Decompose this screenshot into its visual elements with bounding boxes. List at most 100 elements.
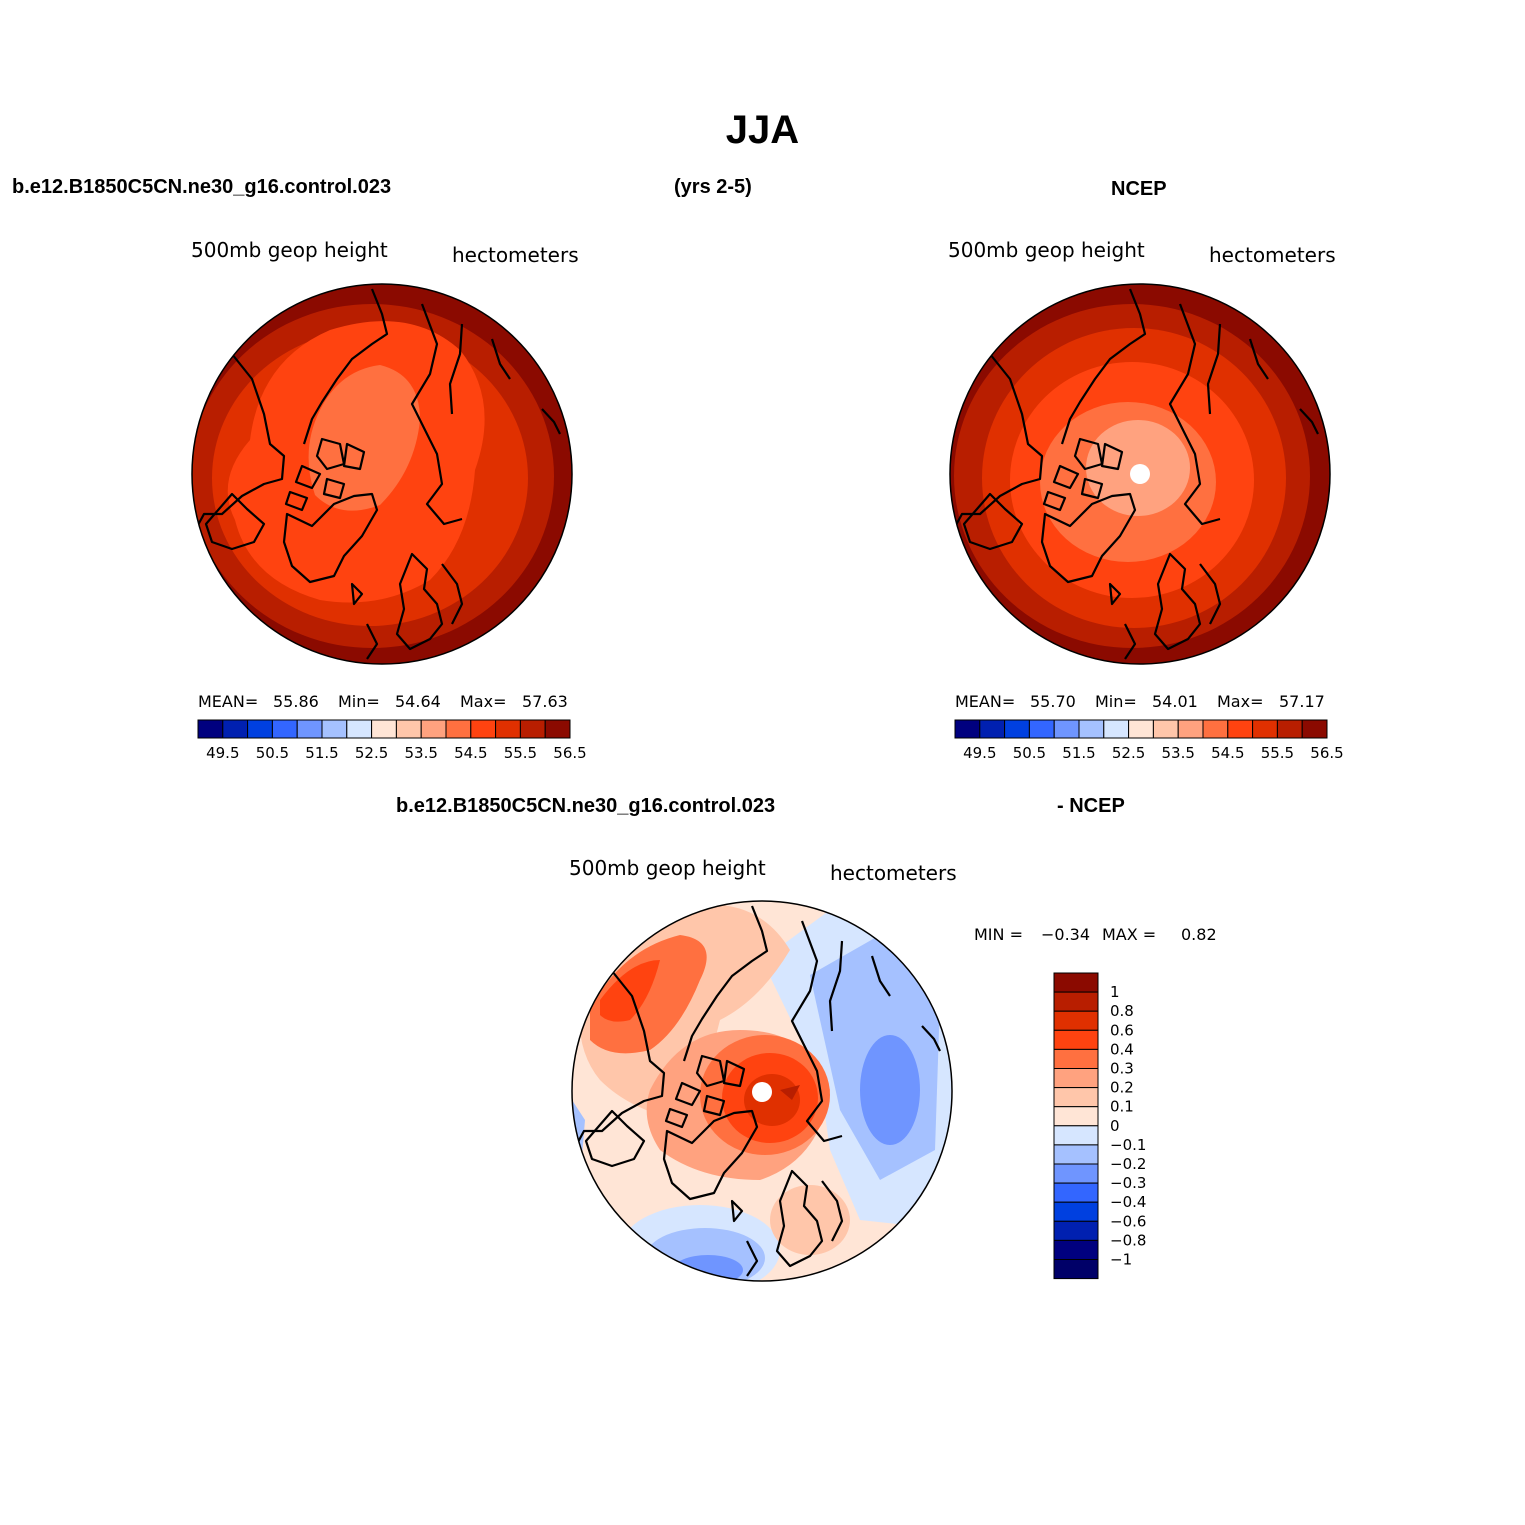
ncep-colorbar-swatch (1004, 719, 1030, 739)
model-colorbar-swatch (544, 719, 571, 739)
difference-colorbar-swatch (1053, 1106, 1099, 1127)
ncep-colorbar-tick-label: 52.5 (1112, 744, 1145, 762)
model-mean-label: MEAN= (198, 692, 259, 711)
model-colorbar-swatch (420, 719, 447, 739)
model-polar-map (191, 283, 573, 665)
ncep-colorbar-swatch (1053, 719, 1080, 739)
ncep-max-value: 57.17 (1279, 692, 1325, 711)
difference-colorbar-tick-label: 0.3 (1110, 1060, 1134, 1078)
pole-missing-marker (1130, 464, 1150, 484)
ncep-colorbar-swatch (1103, 719, 1130, 739)
ncep-max-label: Max= (1217, 692, 1264, 711)
ncep-colorbar-swatch (1028, 719, 1055, 739)
difference-colorbar-tick-label: 0.4 (1110, 1040, 1134, 1058)
model-colorbar-tick-label: 49.5 (206, 744, 239, 762)
model-min-label: Min= (338, 692, 380, 711)
model-colorbar-tick-label: 52.5 (355, 744, 388, 762)
difference-colorbar-tick-label: −0.8 (1110, 1231, 1146, 1249)
model-units-label: hectometers (452, 243, 579, 267)
model-max-value: 57.63 (522, 692, 568, 711)
ncep-colorbar-tick-label: 54.5 (1211, 744, 1244, 762)
ncep-mean-label: MEAN= (955, 692, 1016, 711)
model-variable-label: 500mb geop height (191, 238, 388, 262)
model-colorbar-swatch (197, 719, 224, 739)
difference-colorbar-swatch (1053, 1239, 1099, 1261)
model-colorbar-tick-label: 56.5 (553, 744, 586, 762)
diff-max-value: 0.82 (1181, 925, 1217, 944)
difference-colorbar-tick-label: −0.6 (1110, 1212, 1146, 1230)
years-label: (yrs 2-5) (674, 176, 752, 198)
diff-variable-label: 500mb geop height (569, 856, 766, 880)
model-colorbar-swatch (395, 719, 422, 739)
model-colorbar-swatch (470, 719, 497, 739)
difference-colorbar-tick-label: 0 (1110, 1117, 1120, 1135)
difference-colorbar-tick-label: 0.6 (1110, 1021, 1134, 1039)
ncep-variable-label: 500mb geop height (948, 238, 1145, 262)
ncep-colorbar-tick-label: 56.5 (1310, 744, 1343, 762)
difference-colorbar-tick-label: 0.2 (1110, 1079, 1134, 1097)
ncep-colorbar-swatch (1276, 719, 1303, 739)
ncep-polar-map (949, 283, 1331, 665)
difference-colorbar-tick-label: 1 (1110, 983, 1120, 1001)
ncep-colorbar-swatch (1152, 719, 1179, 739)
difference-colorbar-swatch (1053, 1163, 1099, 1184)
ncep-colorbar-swatch (1301, 719, 1328, 739)
ncep-colorbar-swatch (1177, 719, 1204, 739)
model-colorbar: 49.5 50.5 51.5 52.5 53.5 54.5 55.5 56.5 (197, 719, 587, 762)
diff-min-label: MIN = (974, 925, 1023, 944)
model-colorbar-tick-label: 50.5 (256, 744, 289, 762)
diff-max-label: MAX = (1102, 925, 1157, 944)
difference-colorbar-swatch (1053, 1048, 1099, 1070)
diff-min-value: −0.34 (1041, 925, 1091, 944)
difference-colorbar-swatch (1053, 1182, 1099, 1203)
difference-colorbar-tick-label: −0.2 (1110, 1155, 1146, 1173)
model-colorbar-tick-label: 51.5 (305, 744, 338, 762)
ncep-min-value: 54.01 (1152, 692, 1198, 711)
difference-colorbar-tick-label: 0.1 (1110, 1098, 1134, 1116)
difference-colorbar-swatch (1053, 1029, 1099, 1050)
diff-case-title: b.e12.B1850C5CN.ne30_g16.control.023 (396, 795, 776, 817)
difference-colorbar-swatch (1053, 1068, 1099, 1089)
ncep-colorbar-tick-label: 49.5 (963, 744, 996, 762)
difference-colorbar-swatch (1053, 1220, 1099, 1241)
ncep-mean-value: 55.70 (1030, 692, 1076, 711)
ncep-colorbar: 49.5 50.5 51.5 52.5 53.5 54.5 55.5 56.5 (954, 719, 1344, 762)
diff-pole-missing-marker (752, 1082, 772, 1102)
model-colorbar-swatch (321, 719, 348, 739)
difference-colorbar-swatch (1053, 991, 1099, 1012)
difference-colorbar-tick-label: −1 (1110, 1251, 1132, 1269)
ncep-colorbar-swatch (1252, 719, 1278, 739)
difference-colorbar-swatch (1053, 1259, 1099, 1280)
difference-colorbar-swatch (1053, 1144, 1099, 1165)
model-colorbar-tick-label: 54.5 (454, 744, 487, 762)
difference-colorbar-swatch (1053, 1087, 1099, 1108)
ncep-colorbar-tick-label: 55.5 (1261, 744, 1294, 762)
ncep-colorbar-swatch (1227, 719, 1254, 739)
difference-polar-map (571, 900, 953, 1282)
difference-colorbar-tick-label: 0.8 (1110, 1002, 1134, 1020)
model-colorbar-swatch (346, 719, 373, 739)
ncep-min-label: Min= (1095, 692, 1137, 711)
ncep-colorbar-swatch (954, 719, 981, 739)
ncep-colorbar-swatch (1202, 719, 1229, 739)
difference-colorbar: 10.80.60.4 0.30.20.10−0.1−0.2−0.3−0.4−0.6… (1053, 972, 1146, 1280)
difference-colorbar-tick-label: −0.1 (1110, 1136, 1146, 1154)
difference-colorbar-swatch (1053, 1201, 1099, 1222)
difference-colorbar-tick-label: −0.4 (1110, 1193, 1146, 1211)
model-colorbar-swatch (519, 719, 546, 739)
ncep-colorbar-tick-label: 51.5 (1062, 744, 1095, 762)
model-colorbar-tick-label: 53.5 (404, 744, 437, 762)
ncep-colorbar-swatch (1078, 719, 1105, 739)
model-max-label: Max= (460, 692, 507, 711)
difference-colorbar-swatch (1053, 972, 1099, 993)
model-colorbar-swatch (445, 719, 472, 739)
ncep-colorbar-swatch (979, 719, 1006, 739)
difference-colorbar-tick-label: −0.3 (1110, 1174, 1146, 1192)
ncep-colorbar-swatch (1128, 719, 1154, 739)
ncep-units-label: hectometers (1209, 243, 1336, 267)
ncep-colorbar-tick-label: 53.5 (1161, 744, 1194, 762)
ncep-colorbar-tick-label: 50.5 (1013, 744, 1046, 762)
model-colorbar-swatch (371, 719, 397, 739)
model-colorbar-tick-label: 55.5 (504, 744, 537, 762)
difference-colorbar-swatch (1053, 1010, 1099, 1031)
